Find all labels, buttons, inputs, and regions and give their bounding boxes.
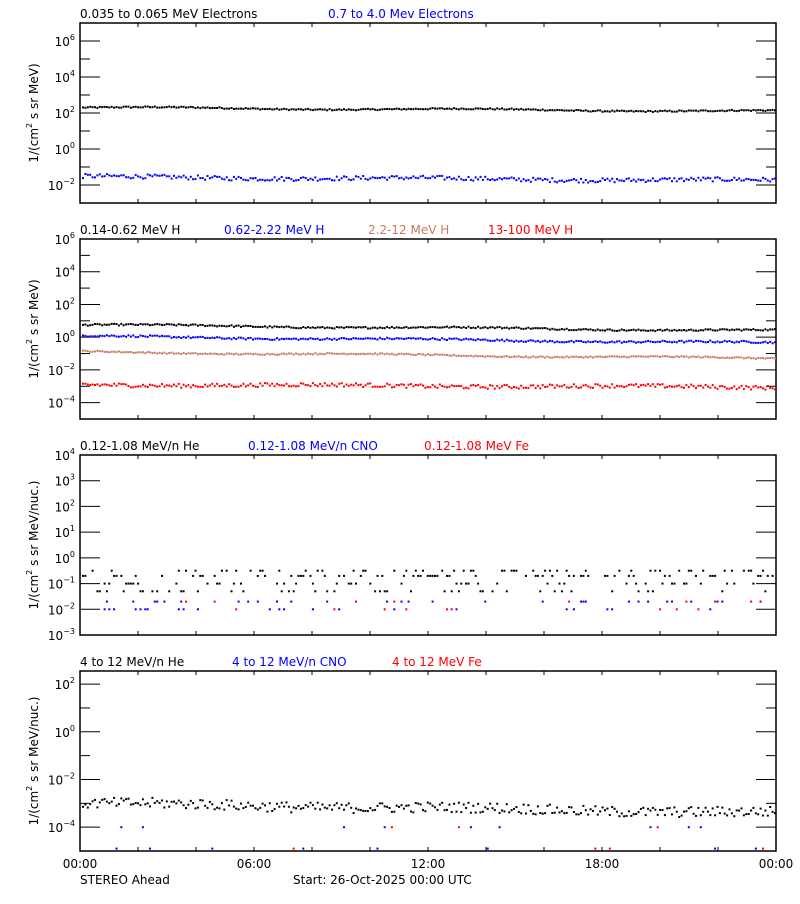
y-tick-label: 106: [55, 231, 75, 247]
y-tick-label: 104: [55, 69, 75, 85]
legend-entry: 0.12-1.08 MeV/n He: [80, 439, 199, 453]
y-tick-label: 100: [55, 329, 75, 345]
y-tick-label: 10−3: [48, 627, 75, 643]
series-2: [103, 600, 762, 611]
y-tick-label: 101: [55, 524, 75, 540]
y-axis-label: 1/(cm2 s sr MeV/nuc.): [25, 481, 41, 610]
y-tick-label: 10−4: [48, 819, 75, 835]
series-2: [82, 173, 776, 184]
series-1: [82, 569, 774, 593]
series-3: [82, 349, 776, 360]
legend-entry: 0.035 to 0.065 MeV Electrons: [80, 7, 257, 21]
panel-2: 106 104 102 100 10−2 10−4 1/(cm2 s sr MeV) 0.14…: [25, 223, 777, 420]
series-2: [115, 826, 757, 850]
series-3: [185, 600, 762, 611]
plot-frame: [79, 670, 777, 852]
y-tick-label: 10−1: [48, 576, 75, 592]
legend-entry: 2.2-12 MeV H: [368, 223, 449, 237]
y-tick-label: 102: [55, 296, 75, 312]
series-1: [82, 322, 776, 333]
plot-frame: [79, 238, 777, 420]
x-tick-label: 12:00: [411, 857, 446, 871]
y-tick-label: 102: [55, 105, 75, 121]
y-tick-label: 104: [55, 264, 75, 280]
y-tick-label: 100: [55, 550, 75, 566]
legend-entry: 0.12-1.08 MeV/n CNO: [248, 439, 378, 453]
y-tick-label: 104: [55, 447, 75, 463]
series-4: [82, 382, 776, 391]
y-tick-label: 106: [55, 33, 75, 49]
start-time-label: Start: 26-Oct-2025 00:00 UTC: [293, 873, 472, 887]
legend-entry: 0.7 to 4.0 Mev Electrons: [328, 7, 474, 21]
plot-frame: [79, 454, 777, 636]
series-1: [82, 796, 776, 818]
y-tick-label: 10−2: [48, 362, 75, 378]
y-axis-label: 1/(cm2 s sr MeV/nuc.): [25, 697, 41, 826]
x-tick-label: 18:00: [585, 857, 620, 871]
y-axis-label: 1/(cm2 s sr MeV): [25, 279, 41, 378]
spacecraft-label: STEREO Ahead: [80, 873, 170, 887]
legend-entry: 4 to 12 MeV Fe: [392, 655, 482, 669]
legend-entry: 13-100 MeV H: [488, 223, 573, 237]
y-axis-label: 1/(cm2 s sr MeV): [25, 63, 41, 162]
panel-4: 102 100 10−2 10−4 1/(cm2 s sr MeV/nuc.) 4 to …: [25, 655, 793, 871]
y-tick-label: 100: [55, 141, 75, 157]
legend-entry: 4 to 12 MeV/n CNO: [232, 655, 347, 669]
y-tick-label: 103: [55, 473, 75, 489]
x-tick-label: 00:00: [759, 857, 794, 871]
series-2: [82, 334, 776, 345]
series-1: [82, 105, 776, 113]
y-tick-label: 102: [55, 676, 75, 692]
legend-entry: 0.62-2.22 MeV H: [224, 223, 324, 237]
legend-entry: 0.14-0.62 MeV H: [80, 223, 180, 237]
y-tick-label: 10−4: [48, 395, 75, 411]
panel-1: 106 104 102 100 10−2 1/(cm2 s sr MeV) 0.035 to…: [25, 7, 777, 204]
series-3: [292, 826, 764, 850]
x-tick-label: 06:00: [237, 857, 272, 871]
y-tick-label: 100: [55, 724, 75, 740]
x-tick-label: 00:00: [63, 857, 98, 871]
y-tick-label: 10−2: [48, 177, 75, 193]
legend-entry: 0.12-1.08 MeV Fe: [424, 439, 529, 453]
y-tick-label: 10−2: [48, 601, 75, 617]
panel-3: 104 103 102 101 100 10−1 10−2 10−3 1/(cm2 s sr M…: [25, 439, 777, 643]
y-tick-label: 102: [55, 498, 75, 514]
y-tick-label: 10−2: [48, 771, 75, 787]
legend-entry: 4 to 12 MeV/n He: [80, 655, 184, 669]
